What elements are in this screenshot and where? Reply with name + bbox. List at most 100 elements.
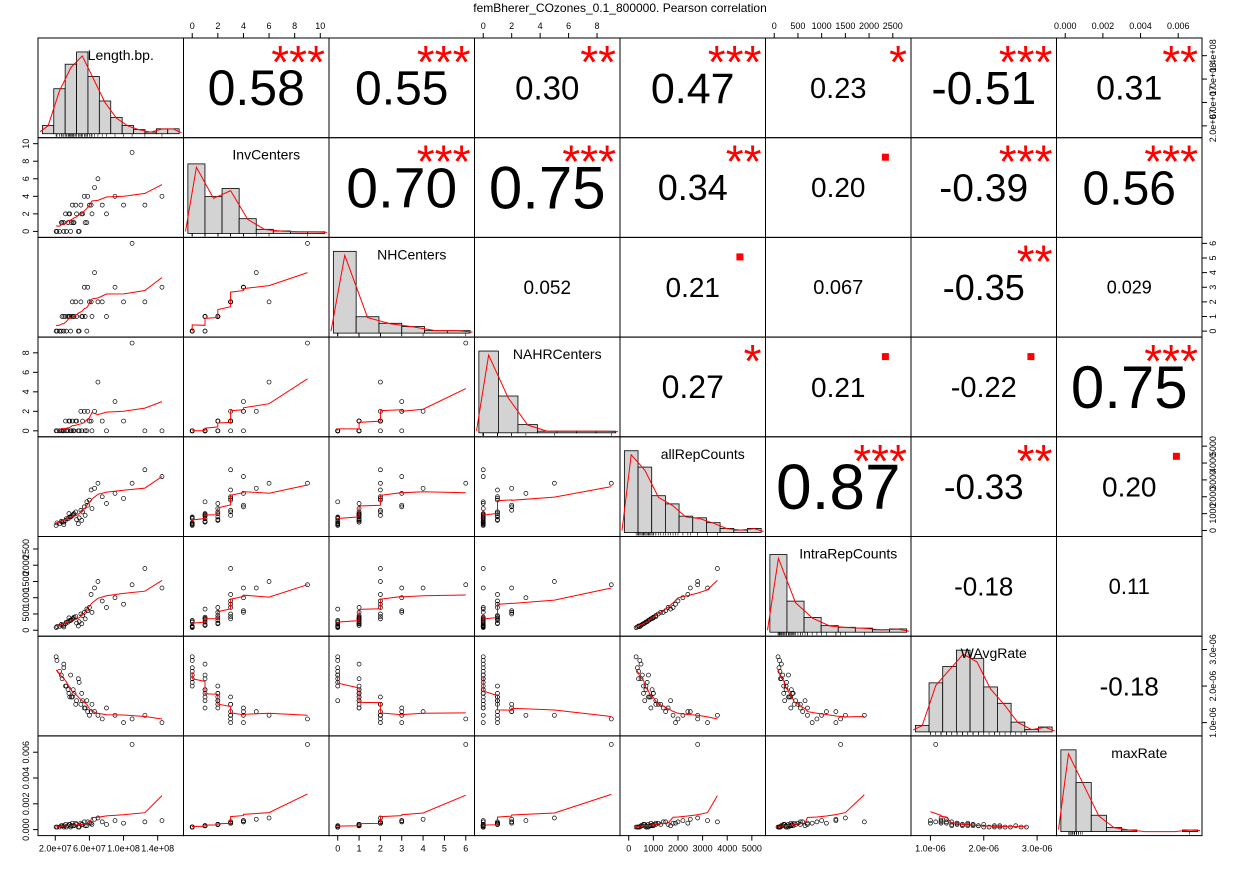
smooth-line	[482, 793, 612, 827]
scatter-point	[85, 193, 91, 199]
scatter-point	[480, 520, 486, 526]
histogram-bar	[983, 686, 998, 733]
smooth-line	[337, 491, 466, 520]
scatter-point	[608, 742, 614, 747]
significance-stars: ***	[853, 435, 907, 487]
panel-7-2	[328, 735, 475, 837]
scatter-point	[78, 299, 84, 305]
significance-stars: **	[580, 36, 616, 88]
scatter-point	[228, 487, 233, 493]
correlation-value: -0.22	[951, 372, 1017, 404]
density-line	[185, 165, 328, 233]
scatter-point	[142, 819, 148, 825]
scatter-point	[79, 621, 85, 627]
scatter-point	[552, 480, 557, 486]
scatter-point	[95, 379, 101, 385]
scatter-point	[121, 601, 126, 607]
scatter-point	[228, 614, 233, 619]
scatter-point	[159, 428, 165, 434]
scatter-point	[480, 694, 486, 700]
smooth-line	[337, 675, 466, 716]
histogram-bar	[969, 657, 985, 733]
scatter-point	[776, 665, 782, 671]
scatter-point	[241, 399, 246, 404]
scatter-point	[228, 611, 233, 617]
smooth-line	[930, 811, 1027, 828]
scatter-point	[85, 709, 91, 714]
histogram-bar	[87, 76, 100, 135]
histogram-bar	[355, 316, 380, 334]
smooth-line	[636, 580, 718, 627]
scatter-point	[480, 499, 486, 505]
scatter-point	[861, 819, 867, 825]
scatter-point	[356, 705, 362, 711]
scatter-point	[215, 683, 221, 689]
scatter-point	[480, 467, 486, 473]
scatter-point	[495, 517, 500, 522]
scatter-point	[112, 595, 118, 601]
scatter-point	[786, 672, 791, 678]
scatter-point	[399, 474, 405, 479]
scatter-point	[202, 823, 208, 829]
scatter-point	[266, 815, 272, 821]
scatter-point	[651, 691, 656, 696]
scatter-point	[668, 606, 673, 612]
scatter-point	[159, 284, 165, 290]
histogram-bar	[637, 466, 653, 533]
scatter-point	[399, 609, 405, 615]
scatter-point	[378, 694, 383, 700]
scatter-point	[335, 606, 341, 612]
scatter-point	[129, 480, 135, 486]
histogram-bar	[204, 196, 223, 234]
scatter-point	[73, 509, 79, 515]
scatter-point	[89, 701, 95, 707]
scatter-point	[305, 582, 310, 588]
scatter-point	[99, 418, 105, 424]
scatter-point	[356, 622, 362, 628]
scatter-point	[99, 598, 105, 604]
scatter-point	[608, 480, 614, 486]
scatter-point	[54, 624, 60, 629]
scatter-point	[215, 518, 221, 523]
tick-label: 0	[481, 21, 486, 31]
scatter-point	[266, 480, 272, 486]
scatter-point	[89, 314, 95, 319]
correlation-value: -0.18	[954, 572, 1013, 602]
scatter-point	[92, 270, 97, 275]
histogram-bar	[928, 682, 944, 733]
scatter-point	[189, 665, 195, 671]
scatter-point	[253, 585, 259, 591]
scatter-point	[552, 712, 557, 718]
tick-label: 6	[21, 176, 31, 181]
variable-label: maxRate	[1111, 745, 1167, 761]
tick-label: 0.002	[1092, 21, 1115, 31]
scatter-point	[809, 820, 815, 826]
scatter-point	[241, 819, 246, 825]
tick-label: 8	[21, 159, 31, 164]
scatter-point	[509, 611, 515, 617]
scatter-point	[480, 624, 486, 629]
scatter-point	[509, 502, 515, 508]
scatter-point	[705, 818, 710, 823]
scatter-point	[228, 428, 233, 434]
scatter-point	[970, 822, 976, 827]
correlation-value: 0.27	[662, 369, 724, 405]
scatter-point	[75, 229, 81, 234]
scatter-point	[378, 566, 383, 571]
scatter-point	[81, 193, 87, 199]
scatter-point	[228, 512, 233, 518]
scatter-point	[480, 705, 486, 711]
tick-label: 2.0e+07	[39, 844, 72, 854]
tick-label: 1.0e+08	[107, 844, 140, 854]
scatter-point	[202, 606, 208, 612]
significance-stars: **	[1017, 235, 1053, 287]
smooth-line	[56, 277, 163, 327]
scatter-point	[79, 211, 85, 217]
significance-stars: **	[726, 136, 762, 188]
scatter-point	[399, 608, 405, 614]
scatter-point	[61, 522, 67, 527]
scatter-point	[75, 521, 81, 527]
variable-label: allRepCounts	[661, 446, 745, 462]
correlation-value: 0.56	[1083, 163, 1176, 216]
scatter-point	[73, 418, 79, 424]
